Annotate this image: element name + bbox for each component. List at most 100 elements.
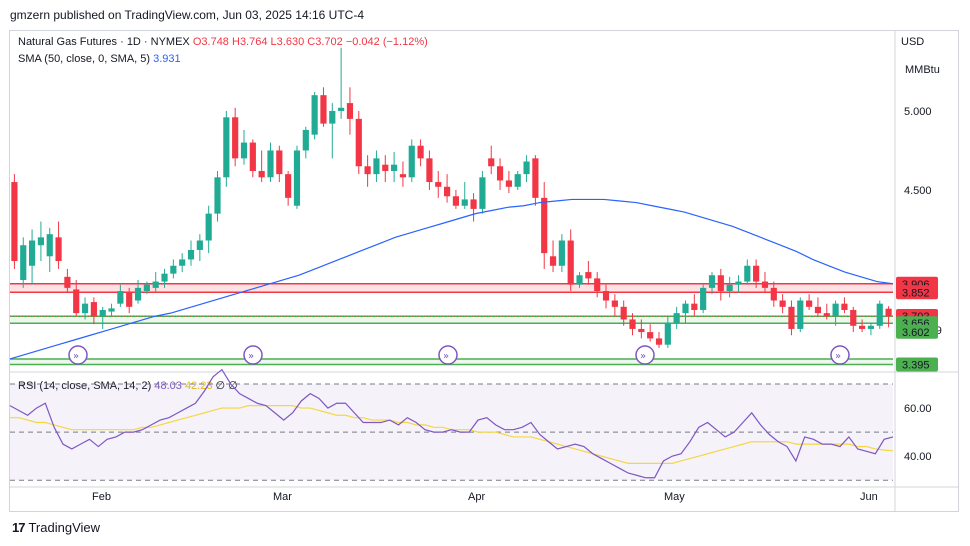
candle-body	[708, 275, 716, 288]
candle-body	[788, 306, 795, 329]
candle-body	[214, 177, 221, 214]
candle-body	[850, 309, 857, 326]
candle-body	[302, 129, 309, 151]
candle-body	[55, 237, 62, 262]
candle-body	[223, 117, 230, 178]
candle-body	[232, 117, 239, 159]
candle-body	[620, 306, 627, 320]
candle-body	[832, 303, 839, 317]
chart-frame[interactable]	[9, 30, 959, 512]
candle-body	[443, 186, 451, 197]
candle-body	[761, 281, 769, 288]
event-marker-glyph: »	[640, 351, 646, 362]
candle-body	[488, 158, 495, 167]
candle-body	[452, 196, 460, 206]
candle-body	[320, 95, 327, 124]
candle-body	[514, 174, 521, 187]
candle-body	[28, 240, 36, 266]
candle-body	[700, 287, 707, 310]
candle-body	[134, 287, 142, 301]
candle-body	[170, 265, 177, 274]
candle-body	[46, 234, 53, 257]
candle-body	[382, 164, 389, 171]
candle-body	[682, 303, 689, 314]
candle-body	[753, 265, 760, 282]
candle-body	[276, 150, 283, 175]
tradingview-footer[interactable]: 17 TradingView	[12, 520, 100, 535]
candle-body	[391, 164, 398, 171]
sma-label: SMA (50, close, 0, SMA, 5)	[18, 53, 151, 65]
rsi-extra: ∅ ∅	[215, 380, 238, 392]
candle-body	[841, 303, 848, 310]
candle-body	[187, 249, 195, 260]
candle-body	[823, 313, 830, 317]
candle-body	[461, 199, 468, 206]
candle-body	[479, 177, 486, 209]
event-marker-icon	[438, 345, 458, 365]
candle-body	[117, 291, 124, 304]
candle-body	[355, 118, 362, 167]
candle-body	[285, 174, 292, 198]
time-tick-label: Feb	[92, 491, 111, 503]
currency-label[interactable]: USD	[901, 36, 925, 48]
candle-body	[611, 300, 618, 307]
zone-red	[10, 283, 893, 293]
price-label-value: 3.395	[902, 359, 930, 371]
candle-body	[258, 170, 265, 178]
price-tick-label: 4.500	[904, 185, 932, 197]
candle-body	[99, 309, 106, 317]
candle-body	[797, 300, 804, 329]
candle-body	[417, 145, 424, 159]
ohlc-close: C3.702	[307, 36, 343, 48]
candle-body	[81, 303, 89, 314]
candle-body	[90, 302, 97, 317]
time-tick-label: May	[664, 491, 685, 503]
rsi-line	[9, 368, 894, 479]
candle-body	[240, 142, 248, 159]
candle-body	[64, 276, 71, 288]
candle-body	[399, 174, 407, 178]
symbol-legend: Natural Gas Futures · 1D · NYMEX O3.748 …	[18, 36, 428, 48]
event-marker-icon	[68, 345, 88, 365]
candle-body	[11, 182, 18, 262]
price-label-box	[896, 285, 938, 300]
candle-body	[691, 303, 698, 310]
candle-body	[576, 275, 583, 285]
candle-body	[558, 240, 565, 266]
event-marker-icon	[635, 345, 655, 365]
unit-label[interactable]: MMBtu	[905, 64, 940, 76]
candle-body	[435, 182, 442, 187]
sma-legend: SMA (50, close, 0, SMA, 5) 3.931	[18, 53, 181, 65]
candle-body	[311, 95, 318, 135]
candle-body	[20, 245, 27, 280]
candle-body	[735, 281, 742, 285]
ohlc-open: O3.748	[192, 36, 229, 48]
candle-body	[249, 142, 256, 171]
candle-body	[549, 256, 557, 266]
candle-body	[585, 272, 592, 279]
candle-body	[885, 308, 892, 316]
candle-body	[179, 259, 186, 266]
price-tick-label: 5.000	[904, 106, 932, 118]
footer-brand: TradingView	[28, 520, 101, 535]
candle-body	[470, 199, 477, 209]
candle-body	[293, 150, 301, 206]
price-label-box	[896, 357, 938, 372]
candle-body	[373, 158, 380, 175]
ohlc-high: H3.764	[232, 36, 268, 48]
time-tick-label: Mar	[273, 491, 292, 503]
candle-body	[567, 240, 574, 285]
candle-body	[364, 166, 371, 175]
candle-body	[143, 284, 150, 292]
candle-body	[541, 197, 548, 254]
price-label-value: 3.852	[902, 287, 930, 299]
price-label-value: 3.602	[902, 327, 930, 339]
candle-body	[73, 289, 80, 314]
candle-body	[196, 240, 203, 250]
candle-body	[647, 332, 654, 339]
candle-body	[602, 291, 610, 301]
rsi-legend: RSI (14, close, SMA, 14, 2) 48.03 42.23 …	[18, 379, 238, 392]
rsi-tick-label: 60.00	[904, 403, 932, 415]
ohlc-low: L3.630	[270, 36, 305, 48]
